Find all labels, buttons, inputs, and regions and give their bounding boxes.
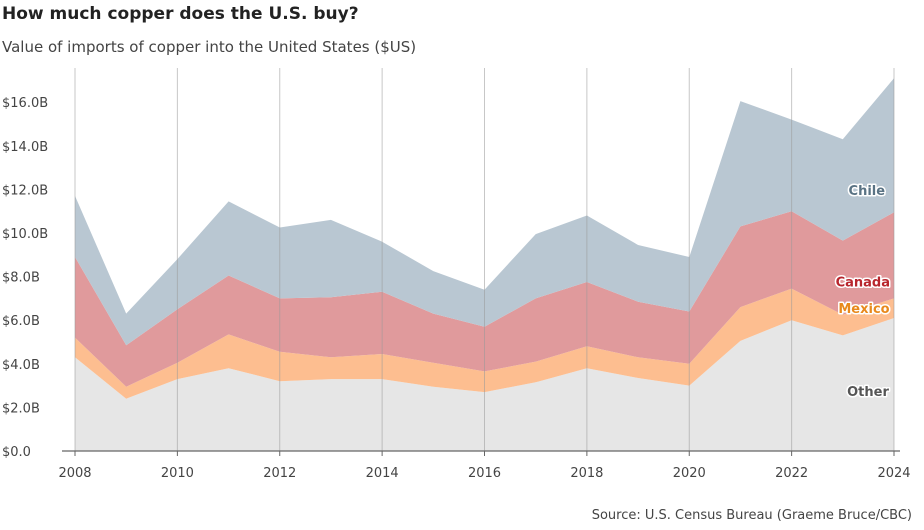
y-tick-label: $16.0B — [2, 96, 48, 111]
chart-subtitle: Value of imports of copper into the Unit… — [2, 38, 417, 56]
x-tick-label: 2020 — [673, 466, 706, 481]
y-tick-label: $8.0B — [2, 271, 40, 286]
x-tick-label: 2018 — [570, 466, 603, 481]
x-tick-label: 2024 — [877, 466, 910, 481]
x-tick-label: 2016 — [468, 466, 501, 481]
series-label-other: Other — [847, 385, 889, 400]
x-tick-label: 2012 — [263, 466, 296, 481]
axes: 2008 2010 2012 2014 2016 2018 2020 2022 2024 $0.0… — [2, 96, 911, 481]
y-tick-label: $14.0B — [2, 140, 48, 155]
chart-title: How much copper does the U.S. buy? — [2, 4, 359, 24]
y-tick-label: $2.0B — [2, 401, 40, 416]
y-tick-label: $10.0B — [2, 227, 48, 242]
x-tick-label: 2008 — [58, 466, 91, 481]
y-tick-label: $6.0B — [2, 314, 40, 329]
series-labels: Other Mexico Canada Chile — [834, 182, 891, 401]
x-tick-label: 2022 — [775, 466, 808, 481]
y-tick-label: $12.0B — [2, 183, 48, 198]
y-tick-label: $0.0 — [2, 445, 31, 460]
x-tick-label: 2010 — [161, 466, 194, 481]
series-label-chile: Chile — [849, 184, 886, 199]
chart-source: Source: U.S. Census Bureau (Graeme Bruce… — [591, 508, 912, 523]
x-tick-label: 2014 — [366, 466, 399, 481]
y-tick-label: $4.0B — [2, 358, 40, 373]
series-label-canada: Canada — [836, 275, 890, 290]
vertical-gridlines — [74, 68, 895, 451]
series-label-mexico: Mexico — [838, 302, 889, 317]
